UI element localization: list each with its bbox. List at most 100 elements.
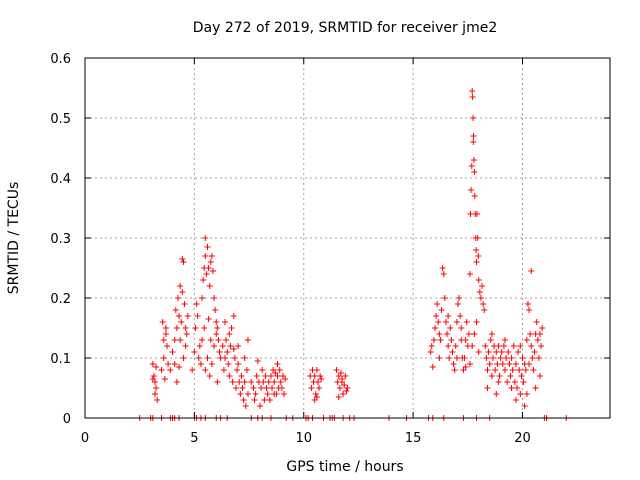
- y-axis-tick-labels: 0 0.1 0.2 0.3 0.4 0.5 0.6: [50, 52, 71, 427]
- data-point: [216, 349, 223, 355]
- data-point: [462, 364, 469, 370]
- data-point: [150, 373, 157, 379]
- data-point: [241, 379, 248, 385]
- data-point: [515, 349, 522, 355]
- data-point: [437, 337, 444, 343]
- data-point: [232, 385, 239, 391]
- y-tick-label: 0.5: [50, 112, 71, 127]
- data-point: [494, 361, 501, 367]
- data-point: [241, 355, 248, 361]
- x-tick-label: 10: [295, 431, 312, 446]
- data-point: [263, 385, 270, 391]
- data-point: [435, 319, 442, 325]
- data-point: [200, 277, 207, 283]
- data-point: [498, 349, 505, 355]
- data-point: [254, 358, 261, 364]
- data-point: [191, 349, 198, 355]
- data-point: [257, 403, 263, 409]
- data-point: [192, 325, 199, 331]
- data-point: [476, 289, 483, 295]
- data-point: [446, 355, 453, 361]
- data-point: [177, 283, 184, 289]
- data-point: [500, 343, 507, 349]
- data-point: [506, 361, 513, 367]
- data-point: [484, 385, 491, 391]
- data-point: [205, 265, 212, 271]
- y-axis-title: SRMTID / TECUs: [6, 182, 22, 295]
- data-point: [468, 163, 475, 169]
- data-point: [333, 367, 340, 373]
- x-tick-label: 0: [81, 431, 89, 446]
- data-point: [487, 337, 494, 343]
- data-point: [214, 379, 221, 385]
- data-point: [530, 367, 537, 373]
- data-point: [206, 373, 213, 379]
- data-point: [493, 391, 500, 397]
- data-point: [265, 379, 272, 385]
- x-tick-label: 5: [190, 431, 198, 446]
- data-point: [211, 295, 218, 301]
- data-point: [461, 355, 468, 361]
- data-point: [278, 385, 285, 391]
- data-point: [235, 343, 242, 349]
- data-point: [225, 361, 232, 367]
- data-point: [176, 364, 183, 370]
- data-point: [463, 319, 470, 325]
- data-point: [495, 379, 502, 385]
- data-point: [318, 376, 325, 382]
- data-point: [160, 337, 167, 343]
- data-point: [202, 367, 209, 373]
- data-point: [517, 343, 524, 349]
- data-point: [260, 379, 267, 385]
- data-point: [475, 253, 482, 259]
- data-point: [244, 337, 251, 343]
- data-point: [220, 367, 227, 373]
- data-point: [266, 397, 273, 403]
- x-tick-label: 15: [405, 431, 422, 446]
- data-point: [520, 379, 527, 385]
- data-point: [223, 337, 230, 343]
- data-point: [153, 385, 160, 391]
- data-point: [504, 379, 511, 385]
- data-point: [428, 343, 435, 349]
- data-point: [474, 211, 480, 217]
- data-point: [521, 403, 528, 409]
- data-point: [344, 385, 351, 391]
- data-point: [509, 367, 516, 373]
- data-point: [202, 235, 209, 241]
- data-point: [208, 253, 215, 259]
- data-point: [199, 337, 206, 343]
- data-point: [179, 256, 186, 262]
- data-point: [482, 343, 489, 349]
- data-point: [262, 373, 269, 379]
- y-tick-label: 0.6: [50, 52, 71, 67]
- data-point: [178, 319, 185, 325]
- data-point: [231, 355, 238, 361]
- x-axis-title: GPS time / hours: [286, 459, 403, 475]
- data-point: [438, 307, 445, 313]
- data-point: [180, 259, 187, 265]
- data-point: [341, 382, 348, 388]
- data-point: [261, 397, 268, 403]
- data-point: [240, 397, 247, 403]
- data-point: [215, 337, 222, 343]
- data-point: [449, 349, 456, 355]
- data-point: [453, 319, 460, 325]
- data-point: [204, 355, 211, 361]
- data-point: [445, 343, 452, 349]
- data-point: [230, 313, 237, 319]
- data-point: [469, 94, 476, 100]
- data-point: [534, 337, 541, 343]
- data-point: [244, 391, 251, 397]
- data-point: [153, 364, 160, 370]
- data-point: [207, 259, 214, 265]
- data-point: [224, 349, 231, 355]
- data-point: [434, 301, 441, 307]
- data-point: [173, 379, 180, 385]
- data-point: [441, 295, 448, 301]
- data-point: [475, 277, 482, 283]
- data-point: [160, 355, 167, 361]
- data-point: [282, 376, 289, 382]
- data-point: [183, 331, 190, 337]
